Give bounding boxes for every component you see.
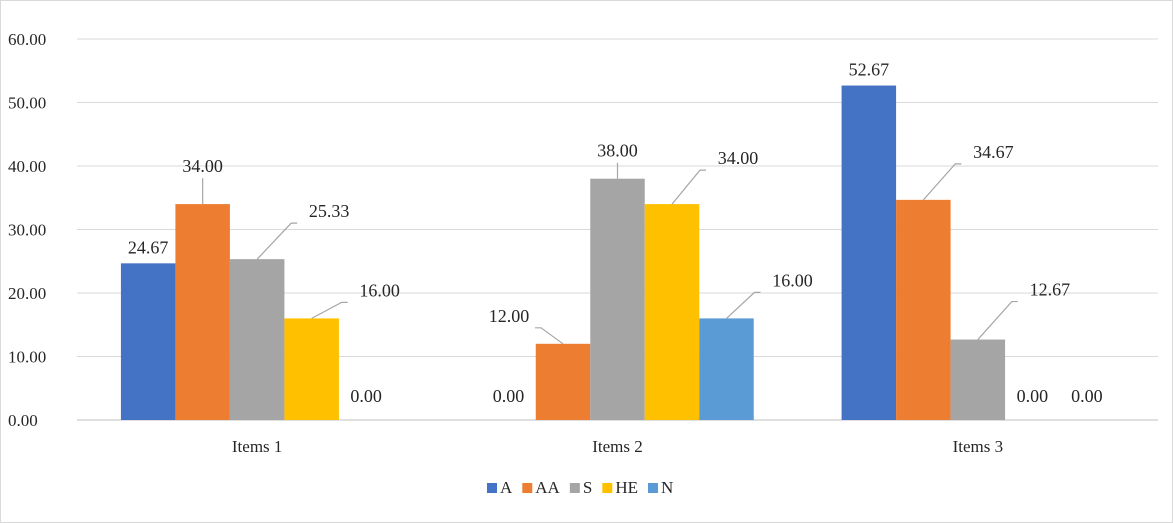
bar <box>644 204 700 420</box>
legend-label: N <box>661 478 673 497</box>
legend-swatch <box>602 483 613 493</box>
leader-line <box>726 291 761 319</box>
data-label: 12.00 <box>489 306 530 326</box>
bar <box>284 318 339 420</box>
data-label: 34.00 <box>718 148 759 168</box>
leader-line <box>256 222 298 260</box>
y-tick-label: 0.00 <box>8 411 38 430</box>
legend-label: AA <box>535 478 560 497</box>
data-label: 38.00 <box>597 141 638 161</box>
bar <box>175 204 230 420</box>
y-tick-label: 50.00 <box>8 94 46 113</box>
leader-line <box>535 327 564 345</box>
category-label: Items 3 <box>953 437 1004 456</box>
data-label: 25.33 <box>309 201 350 221</box>
data-label: 24.67 <box>128 237 169 257</box>
data-label: 16.00 <box>359 280 400 300</box>
bar <box>841 85 897 420</box>
legend: A AA S HE N <box>487 478 673 497</box>
legend-label: S <box>583 478 592 497</box>
y-tick-label: 40.00 <box>8 157 46 176</box>
bar <box>590 178 645 420</box>
data-label: 0.00 <box>1071 386 1103 406</box>
legend-swatch <box>569 483 580 493</box>
y-axis-tick-labels: 0.00 10.00 20.00 30.00 40.00 50.00 60.00 <box>8 30 46 430</box>
legend-swatch <box>487 483 497 493</box>
category-label: Items 2 <box>592 437 643 456</box>
legend-swatch <box>522 483 533 493</box>
data-label: 12.67 <box>1030 280 1071 300</box>
data-label: 34.00 <box>182 156 223 176</box>
leader-line <box>977 300 1018 340</box>
data-label-leader-lines <box>202 162 1018 345</box>
data-label: 52.67 <box>849 60 890 80</box>
bar <box>699 318 754 420</box>
y-tick-label: 10.00 <box>8 348 46 367</box>
data-label: 0.00 <box>350 386 382 406</box>
legend-swatch <box>647 483 658 493</box>
bars <box>120 85 1006 420</box>
data-label: 16.00 <box>772 270 813 290</box>
bar <box>535 343 591 420</box>
x-axis-category-labels: Items 1 Items 2 Items 3 <box>232 437 1003 456</box>
y-tick-label: 60.00 <box>8 30 46 49</box>
bar <box>896 199 951 420</box>
data-labels: 24.67 34.00 25.33 16.00 0.00 0.00 12.00 38.00 34… <box>128 60 1103 406</box>
bar <box>229 259 285 420</box>
leader-line <box>922 163 962 201</box>
y-tick-label: 20.00 <box>8 284 46 303</box>
bar <box>950 339 1006 420</box>
category-label: Items 1 <box>232 437 283 456</box>
legend-label: HE <box>615 478 638 497</box>
leader-line <box>311 301 348 319</box>
legend-label: A <box>500 478 513 497</box>
data-label: 0.00 <box>493 386 525 406</box>
data-label: 0.00 <box>1017 386 1049 406</box>
leader-line <box>671 169 706 205</box>
y-tick-label: 30.00 <box>8 221 46 240</box>
data-label: 34.67 <box>973 142 1014 162</box>
bar <box>120 263 176 420</box>
